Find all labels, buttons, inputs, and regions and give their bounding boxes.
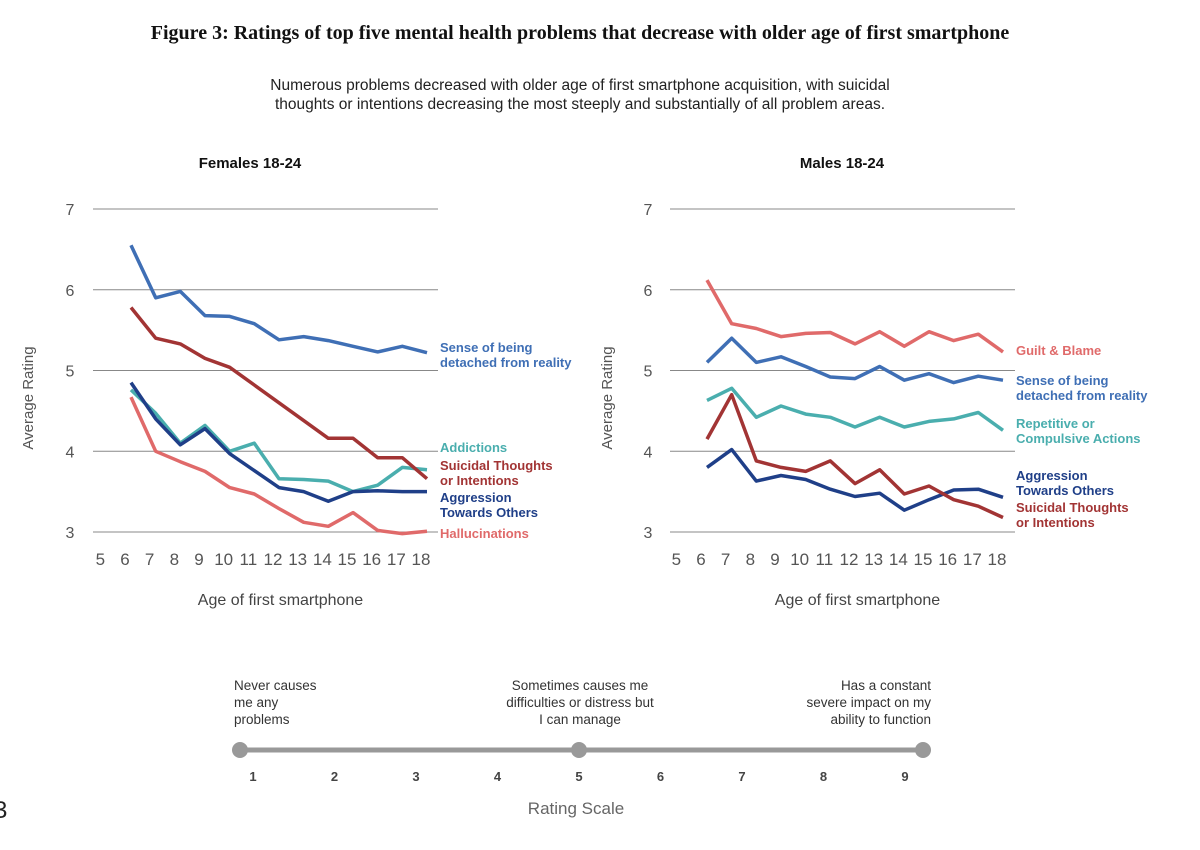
x-tick-label: 18 <box>988 550 1007 569</box>
series-label: Addictions <box>440 440 507 455</box>
rating-anchor-text: difficulties or distress but <box>506 695 654 710</box>
x-tick-label: 15 <box>914 550 933 569</box>
x-tick-label: 15 <box>338 550 357 569</box>
series-line <box>705 447 1004 512</box>
x-tick-label: 14 <box>889 550 908 569</box>
rating-tick-label: 1 <box>249 769 256 784</box>
page-number-fragment: 3 <box>0 797 8 824</box>
series-label: Compulsive Actions <box>1016 431 1140 446</box>
rating-anchor-text: Sometimes causes me <box>512 678 649 693</box>
series-line <box>129 381 427 504</box>
rating-scale-title: Rating Scale <box>528 799 624 818</box>
x-tick-label: 8 <box>746 550 755 569</box>
series-line <box>705 392 1004 520</box>
x-tick-label: 5 <box>96 550 105 569</box>
y-tick-label: 3 <box>66 525 75 542</box>
x-tick-label: 12 <box>264 550 283 569</box>
rating-anchor-text: problems <box>234 712 290 727</box>
x-tick-label: 10 <box>214 550 233 569</box>
rating-scale-marker <box>232 742 248 758</box>
series-label: Repetitive or <box>1016 416 1095 431</box>
panel-title: Females 18-24 <box>199 155 302 172</box>
x-tick-label: 16 <box>362 550 381 569</box>
y-tick-label: 4 <box>644 444 653 461</box>
series-label: Suicidal Thoughts <box>440 458 553 473</box>
series-label: Aggression <box>440 490 512 505</box>
x-axis-label: Age of first smartphone <box>775 592 941 609</box>
x-tick-label: 5 <box>672 550 681 569</box>
rating-tick-label: 6 <box>657 769 664 784</box>
series-label: Towards Others <box>1016 483 1114 498</box>
y-axis-label: Average Rating <box>599 346 616 449</box>
rating-tick-label: 5 <box>575 769 582 784</box>
series-label: or Intentions <box>440 473 519 488</box>
rating-scale-marker <box>915 742 931 758</box>
x-tick-label: 17 <box>387 550 406 569</box>
rating-tick-label: 2 <box>331 769 338 784</box>
series-line <box>705 336 1004 385</box>
series-label: Aggression <box>1016 468 1088 483</box>
rating-anchor-text: me any <box>234 695 279 710</box>
rating-anchor-text: I can manage <box>539 712 621 727</box>
series-line <box>129 396 428 536</box>
rating-tick-label: 7 <box>738 769 745 784</box>
rating-anchor-text: Never causes <box>234 678 317 693</box>
rating-anchor-text: Has a constant <box>841 678 931 693</box>
x-tick-label: 13 <box>288 550 307 569</box>
series-line <box>705 279 1005 354</box>
series-line <box>129 244 428 355</box>
y-tick-label: 3 <box>644 525 653 542</box>
x-tick-label: 7 <box>145 550 154 569</box>
x-tick-label: 8 <box>170 550 179 569</box>
series-line <box>129 306 429 481</box>
series-line <box>706 386 1005 432</box>
subtitle-line: thoughts or intentions decreasing the mo… <box>274 96 886 113</box>
series-label: or Intentions <box>1016 515 1095 530</box>
y-tick-label: 5 <box>644 364 653 381</box>
series-label: Sense of being <box>440 340 533 355</box>
rating-tick-label: 9 <box>901 769 908 784</box>
series-label: Towards Others <box>440 505 538 520</box>
x-tick-label: 11 <box>240 550 258 569</box>
rating-scale-marker <box>571 742 587 758</box>
x-tick-label: 17 <box>963 550 982 569</box>
x-tick-label: 7 <box>721 550 730 569</box>
x-axis-label: Age of first smartphone <box>198 592 364 609</box>
rating-tick-label: 4 <box>494 769 502 784</box>
y-tick-label: 5 <box>66 364 75 381</box>
x-tick-label: 13 <box>864 550 883 569</box>
x-tick-label: 16 <box>938 550 957 569</box>
rating-anchor-text: ability to function <box>830 712 931 727</box>
subtitle-line: Numerous problems decreased with older a… <box>270 77 890 94</box>
series-label: Guilt & Blame <box>1016 343 1101 358</box>
rating-anchor-text: severe impact on my <box>806 695 931 710</box>
x-tick-label: 6 <box>696 550 705 569</box>
y-axis-label: Average Rating <box>20 346 37 449</box>
y-tick-label: 6 <box>644 283 653 300</box>
y-tick-label: 4 <box>66 444 75 461</box>
x-tick-label: 12 <box>840 550 859 569</box>
x-tick-label: 10 <box>790 550 809 569</box>
figure-title: Figure 3: Ratings of top five mental hea… <box>150 22 1010 44</box>
rating-tick-label: 3 <box>412 769 419 784</box>
y-tick-label: 7 <box>644 202 653 219</box>
series-label: Sense of being <box>1016 373 1109 388</box>
x-tick-label: 9 <box>770 550 779 569</box>
x-tick-label: 18 <box>412 550 431 569</box>
series-label: detached from reality <box>1016 388 1148 403</box>
figure-subtitle: Numerous problems decreased with older a… <box>0 76 1160 114</box>
series-label: detached from reality <box>440 355 572 370</box>
x-tick-label: 11 <box>816 550 834 569</box>
y-tick-label: 6 <box>66 283 75 300</box>
series-label: Suicidal Thoughts <box>1016 500 1129 515</box>
x-tick-label: 14 <box>313 550 332 569</box>
x-tick-label: 9 <box>194 550 203 569</box>
x-tick-label: 6 <box>120 550 129 569</box>
y-tick-label: 7 <box>66 202 75 219</box>
rating-tick-label: 8 <box>820 769 827 784</box>
panel-title: Males 18-24 <box>800 155 885 172</box>
series-label: Hallucinations <box>440 526 529 541</box>
